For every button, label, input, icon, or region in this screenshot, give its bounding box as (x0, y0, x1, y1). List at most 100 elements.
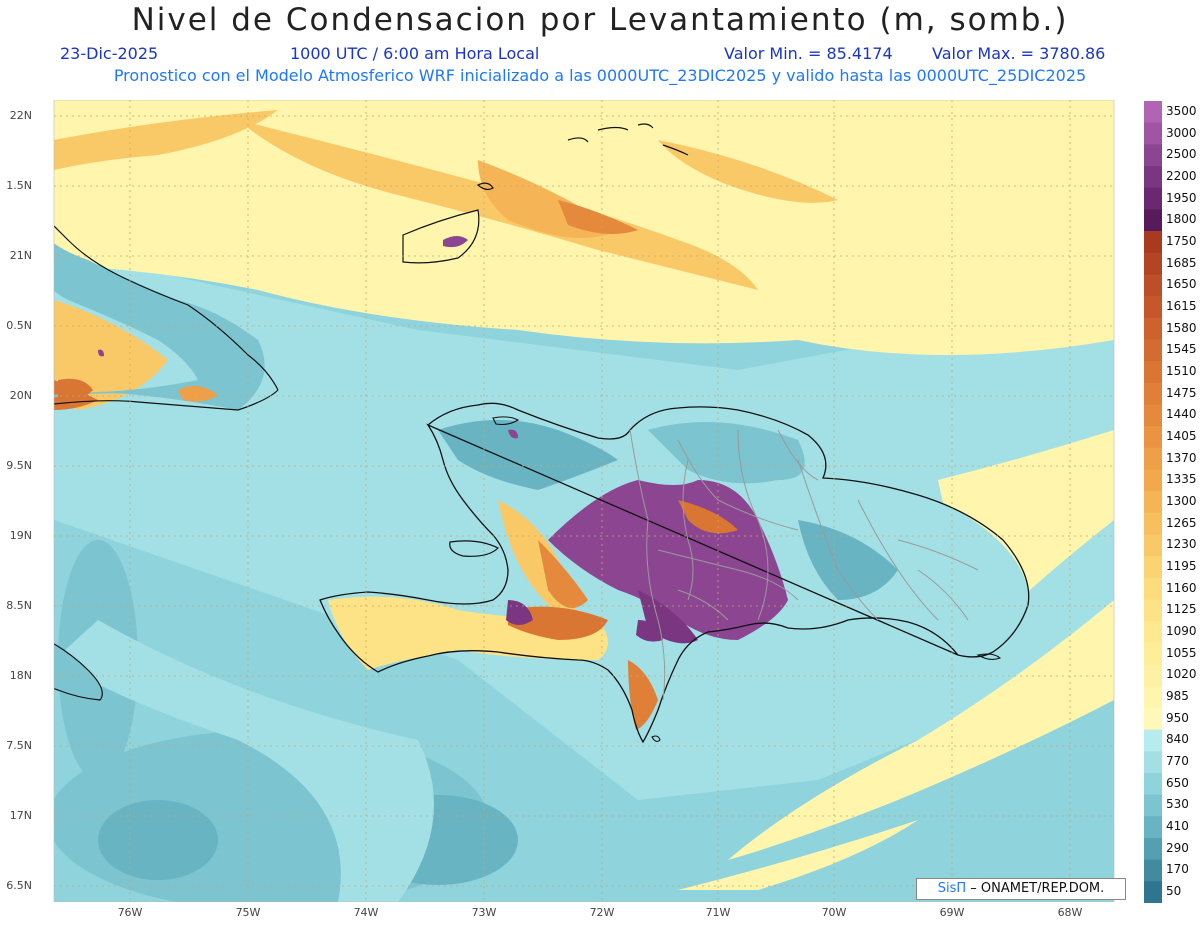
color-scale-label: 3500 (1166, 103, 1197, 118)
color-scale-swatch (1144, 296, 1162, 319)
lat-label-19-5n: 9.5N (6, 459, 32, 472)
saona-island (976, 653, 1002, 661)
lat-label-17n: 17N (9, 809, 32, 822)
teal-relief (438, 420, 618, 490)
color-scale-swatch (1144, 317, 1162, 340)
color-scale-swatch (1144, 166, 1162, 189)
color-scale-label: 410 (1166, 819, 1189, 834)
province-borders (629, 429, 979, 701)
color-scale-label: 1195 (1166, 559, 1197, 574)
color-scale-label: 1265 (1166, 515, 1197, 530)
teal-relief (798, 520, 898, 600)
teal-relief (648, 422, 805, 484)
color-scale-label: 290 (1166, 840, 1189, 855)
color-scale-label: 650 (1166, 775, 1189, 790)
forecast-date: 23-Dic-2025 (60, 44, 159, 63)
lat-label-22n: 22N (9, 109, 32, 122)
lon-label-72w: 72W (589, 906, 615, 919)
lon-label-71w: 71W (705, 906, 731, 919)
color-scale-swatch (1144, 274, 1162, 297)
color-scale-label: 1650 (1166, 277, 1197, 292)
lat-label-17-5n: 7.5N (6, 739, 32, 752)
color-scale-label: 1090 (1166, 624, 1197, 639)
purple-dot (508, 429, 518, 439)
value-max: Valor Max. = 3780.86 (932, 44, 1106, 63)
color-scale-swatch (1144, 686, 1162, 709)
color-scale-label: 1230 (1166, 537, 1197, 552)
color-scale-label: 985 (1166, 689, 1189, 704)
lat-label-20n: 20N (9, 389, 32, 402)
island-coast (476, 182, 494, 191)
color-scale-label: 530 (1166, 797, 1189, 812)
color-scale-swatch (1144, 664, 1162, 687)
color-scale-swatch (1144, 252, 1162, 275)
cuba-purple-dot (98, 349, 104, 357)
teal-patch (98, 800, 218, 880)
color-scale-label: 1405 (1166, 428, 1197, 443)
color-scale-swatch (1144, 491, 1162, 514)
model-info-line: Pronostico con el Modelo Atmosferico WRF… (113, 66, 1087, 85)
hispaniola-coast (319, 402, 1030, 744)
color-scale-swatch (1144, 469, 1162, 492)
light-band (54, 620, 434, 902)
color-scale-swatch (1144, 447, 1162, 470)
lon-label-75w: 75W (235, 906, 261, 919)
lon-label-76w: 76W (117, 906, 143, 919)
haiti-orange (538, 540, 588, 608)
color-scale-label: 1580 (1166, 320, 1197, 335)
color-scale-label: 1510 (1166, 363, 1197, 378)
haiti-south-orange (508, 606, 608, 640)
haiti-orange (628, 660, 658, 730)
color-scale-swatch (1144, 859, 1162, 882)
sispi-logo: SisΠ (937, 881, 967, 896)
color-scale-swatch (1144, 339, 1162, 362)
color-scale-label: 1800 (1166, 212, 1197, 227)
color-scale-label: 770 (1166, 754, 1189, 769)
color-scale-label: 1160 (1166, 580, 1197, 595)
color-scale-label: 1335 (1166, 472, 1197, 487)
color-scale-label: 1545 (1166, 342, 1197, 357)
lcl-forecast-map (53, 100, 1115, 902)
color-scale-swatch (1144, 101, 1162, 124)
great-inagua (402, 209, 480, 264)
color-scale-swatch (1144, 512, 1162, 536)
color-scale-swatch (1144, 729, 1162, 752)
purple-ridge (678, 500, 738, 534)
color-scale-label: 1440 (1166, 407, 1197, 422)
color-scale-bar (1144, 101, 1162, 903)
cuba-coast (54, 225, 279, 411)
caicos-coast (567, 123, 689, 156)
orange-streak (658, 140, 838, 203)
lat-label-18n: 18N (9, 669, 32, 682)
color-scale-label: 950 (1166, 710, 1189, 725)
cuba-land (54, 243, 265, 410)
map-title: Nivel de Condensacion por Levantamiento … (131, 2, 1069, 38)
lat-label-21-5n: 1.5N (6, 179, 32, 192)
purple-patch (636, 620, 663, 642)
value-min: Valor Min. = 85.4174 (724, 44, 893, 63)
color-scale-swatch (1144, 361, 1162, 384)
color-scale-swatch (1144, 621, 1162, 644)
color-scale-label: 1950 (1166, 190, 1197, 205)
color-scale-label: 1615 (1166, 298, 1197, 313)
color-scale-swatch (1144, 577, 1162, 601)
color-scale-swatch (1144, 534, 1162, 557)
lat-label-20-5n: 0.5N (6, 319, 32, 332)
yellow-streak (678, 820, 918, 890)
color-scale-label: 1750 (1166, 233, 1197, 248)
color-scale-swatch (1144, 642, 1162, 666)
color-scale-swatch (1144, 122, 1162, 145)
tortuga-island (492, 416, 520, 426)
color-scale-swatch (1144, 556, 1162, 579)
lat-label-16-5n: 6.5N (6, 879, 32, 892)
lat-label-19n: 19N (9, 529, 32, 542)
inagua-purple (443, 236, 468, 248)
purple-patch (506, 600, 533, 625)
forecast-time: 1000 UTC / 6:00 am Hora Local (290, 44, 540, 63)
orange-streak (558, 200, 638, 234)
color-scale-label: 1685 (1166, 255, 1197, 270)
cuba-orange (178, 386, 218, 402)
color-scale-swatch (1144, 751, 1162, 774)
lat-label-21n: 21N (9, 249, 32, 262)
lon-label-74w: 74W (353, 906, 379, 919)
